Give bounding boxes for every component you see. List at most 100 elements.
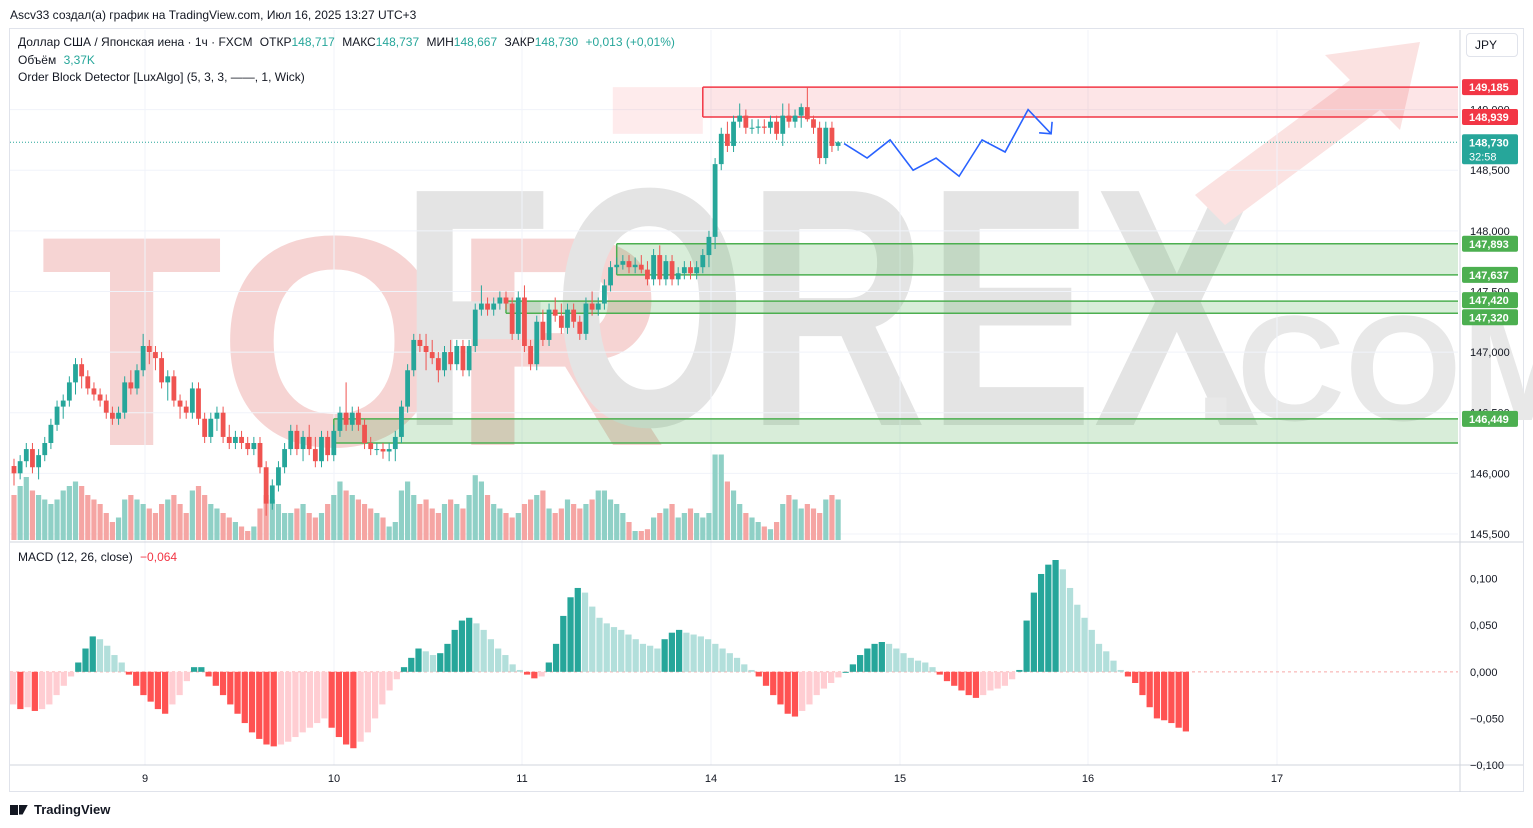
macd-bar — [495, 648, 502, 672]
candle-body — [528, 346, 533, 365]
candle-body — [509, 303, 515, 334]
volume-bar — [159, 504, 165, 540]
macd-bar — [60, 671, 67, 686]
candle-body — [645, 269, 650, 280]
volume-bar — [491, 504, 497, 540]
candle-body — [319, 436, 324, 462]
candle-body — [374, 449, 380, 451]
volume-bar — [761, 526, 767, 540]
macd-bar — [219, 671, 227, 696]
volume-bar — [165, 499, 171, 540]
macd-value: −0,064 — [140, 550, 178, 564]
symbol-legend[interactable]: Доллар США / Японская иена · 1ч · FXCM О… — [18, 35, 679, 49]
macd-bar — [943, 671, 951, 682]
volume-bar — [515, 513, 521, 540]
macd-bar — [820, 671, 828, 689]
candle-body — [134, 370, 140, 389]
macd-bar — [1139, 671, 1146, 696]
macd-bar — [1103, 651, 1110, 672]
volume-bar — [620, 513, 626, 540]
candle-body — [202, 418, 208, 437]
macd-bar — [335, 671, 343, 738]
candle-body — [343, 412, 349, 425]
macd-bar — [1132, 671, 1139, 683]
candle-body — [731, 121, 736, 146]
macd-bar — [1146, 671, 1153, 708]
candle-body — [429, 352, 435, 359]
volume-bar — [472, 475, 478, 540]
macd-bar — [791, 671, 799, 717]
tradingview-footer[interactable]: TradingView — [10, 802, 110, 817]
date-label: 14 — [705, 773, 717, 785]
close-label: ЗАКР — [504, 35, 535, 49]
macd-bar — [1074, 604, 1081, 672]
open-value: 148,717 — [291, 35, 335, 49]
price-tag-label: 148,939 — [1469, 112, 1509, 124]
price-tag-bull: 146,449 — [1462, 410, 1518, 427]
macd-bar — [1037, 573, 1045, 672]
macd-bar — [1081, 617, 1088, 672]
volume-bar — [583, 504, 589, 540]
candle-body — [583, 303, 589, 334]
macd-bar — [618, 629, 625, 672]
candle-body — [60, 400, 66, 407]
macd-bar — [987, 671, 994, 691]
macd-bar — [1052, 560, 1059, 672]
macd-bar — [343, 671, 350, 745]
currency-button[interactable]: JPY — [1466, 33, 1518, 57]
candle-body — [97, 394, 103, 401]
macd-bar — [878, 642, 885, 672]
candle-body — [602, 285, 607, 304]
macd-bar — [357, 671, 364, 742]
macd-bar — [516, 669, 523, 672]
macd-bar — [1153, 671, 1161, 719]
macd-bar — [10, 671, 17, 705]
volume-bar — [712, 454, 718, 540]
macd-bar — [234, 671, 241, 714]
volume-bar — [275, 504, 282, 540]
candle-body — [165, 376, 171, 383]
macd-bar — [277, 671, 285, 745]
macd-bar — [647, 645, 654, 672]
candle-body — [208, 418, 214, 437]
candle-body — [337, 412, 343, 431]
candle-body — [11, 466, 17, 474]
volume-bar — [564, 499, 571, 540]
macd-legend[interactable]: MACD (12, 26, close) −0,064 — [18, 550, 181, 564]
candle-body — [183, 406, 189, 413]
candle-body — [651, 255, 656, 280]
indicator-legend[interactable]: Order Block Detector [LuxAlgo] (5, 3, 3,… — [18, 70, 309, 84]
candle-body — [829, 127, 835, 146]
volume-bar — [23, 477, 29, 540]
volume-bar — [601, 490, 607, 540]
candle-body — [681, 267, 687, 274]
macd-bar — [386, 671, 393, 691]
macd-bar — [111, 655, 118, 672]
candle-body — [595, 303, 601, 310]
price-tag-bg — [1462, 134, 1518, 165]
volume-legend[interactable]: Объём 3,37K — [18, 53, 99, 67]
candle-body — [239, 436, 244, 443]
volume-value: 3,37K — [63, 53, 95, 67]
volume-bar — [780, 504, 786, 540]
candle-body — [786, 115, 792, 122]
volume-bar — [638, 531, 644, 540]
macd-bar — [625, 634, 632, 672]
candle-body — [546, 309, 552, 340]
macd-bar — [1009, 671, 1016, 680]
macd-bar — [704, 639, 712, 672]
volume-bar — [72, 481, 79, 540]
volume-bar — [238, 526, 245, 540]
candle-body — [479, 303, 484, 310]
macd-bar — [654, 648, 661, 672]
macd-bar — [849, 664, 856, 672]
macd-histogram — [10, 560, 1458, 749]
candle-body — [460, 346, 466, 371]
volume-bar — [177, 504, 183, 540]
candle-body — [226, 436, 232, 443]
macd-bar — [1175, 671, 1182, 728]
macd-bar — [828, 671, 835, 683]
volume-bar — [466, 495, 472, 540]
macd-tick-label: 0,050 — [1470, 620, 1498, 632]
